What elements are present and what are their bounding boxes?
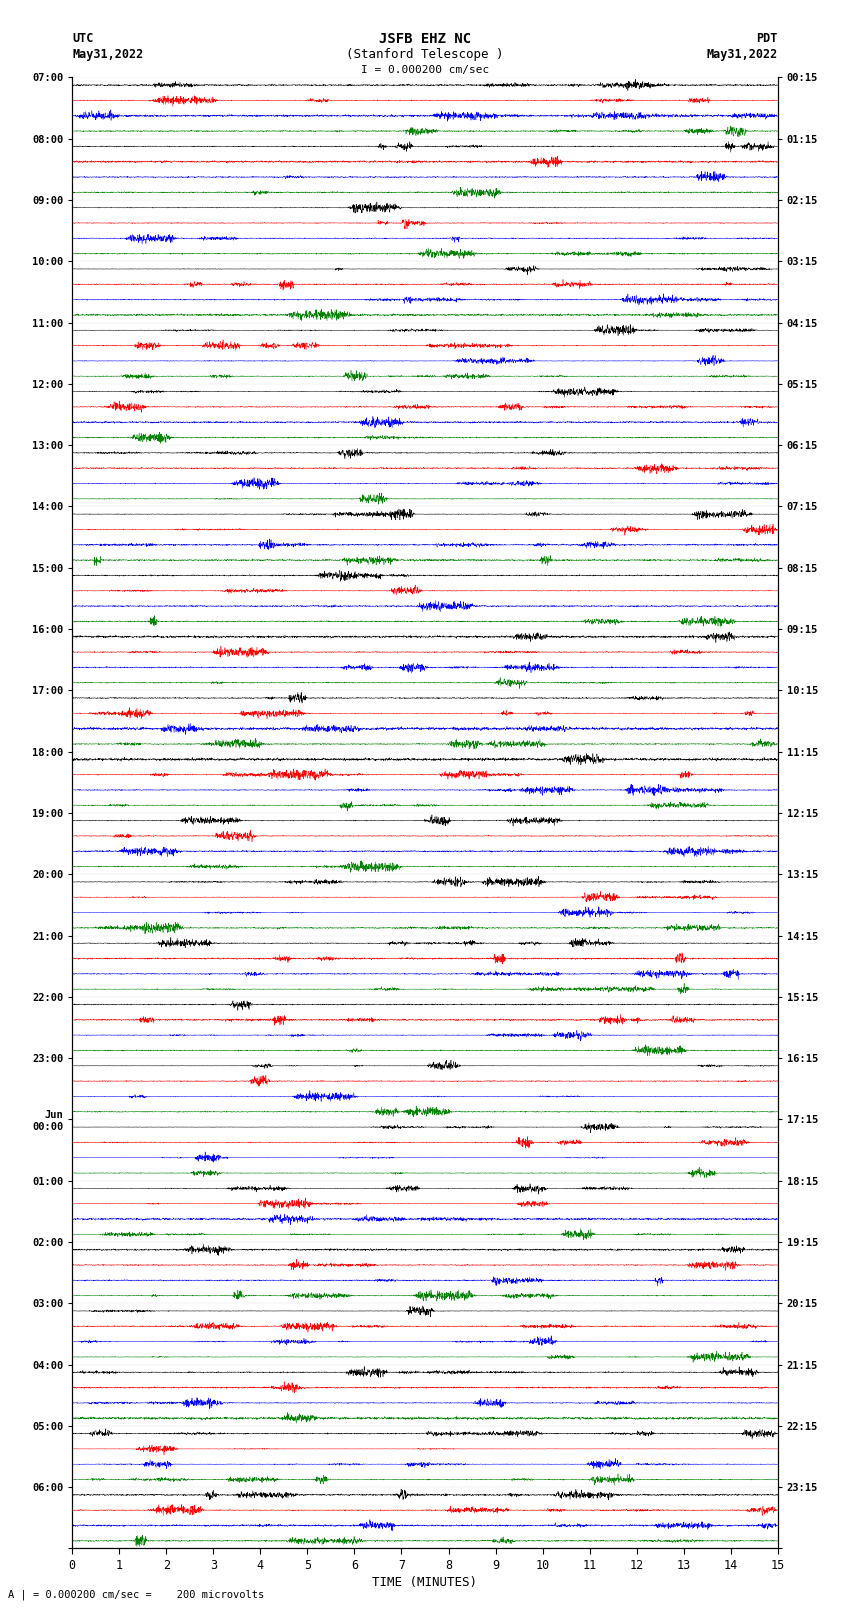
Text: I = 0.000200 cm/sec: I = 0.000200 cm/sec: [361, 65, 489, 74]
X-axis label: TIME (MINUTES): TIME (MINUTES): [372, 1576, 478, 1589]
Text: (Stanford Telescope ): (Stanford Telescope ): [346, 48, 504, 61]
Text: PDT: PDT: [756, 32, 778, 45]
Text: A | = 0.000200 cm/sec =    200 microvolts: A | = 0.000200 cm/sec = 200 microvolts: [8, 1589, 264, 1600]
Text: May31,2022: May31,2022: [72, 48, 144, 61]
Text: UTC: UTC: [72, 32, 94, 45]
Text: May31,2022: May31,2022: [706, 48, 778, 61]
Text: JSFB EHZ NC: JSFB EHZ NC: [379, 32, 471, 47]
